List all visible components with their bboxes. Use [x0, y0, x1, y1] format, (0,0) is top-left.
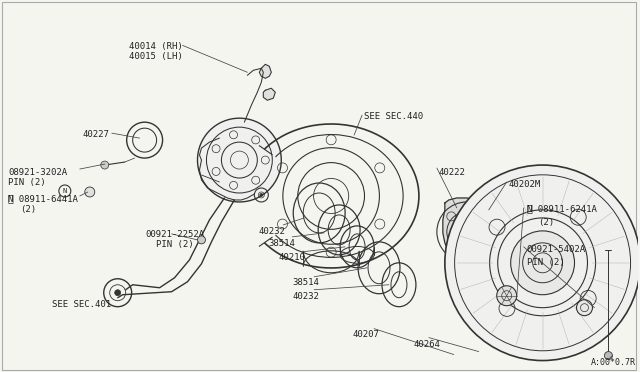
Circle shape	[577, 300, 593, 316]
Circle shape	[84, 187, 95, 197]
Text: 40232: 40232	[292, 292, 319, 301]
Text: A:00*0.7R: A:00*0.7R	[591, 357, 636, 366]
Circle shape	[100, 161, 109, 169]
Text: 40014 (RH): 40014 (RH)	[129, 42, 182, 51]
Polygon shape	[263, 88, 275, 100]
Text: 40015 (LH): 40015 (LH)	[129, 52, 182, 61]
Text: PIN (2): PIN (2)	[527, 258, 564, 267]
Polygon shape	[443, 198, 491, 264]
Circle shape	[115, 290, 121, 296]
Text: 08921-3202A: 08921-3202A	[8, 168, 67, 177]
Text: 40232: 40232	[259, 227, 285, 236]
Text: N 08911-6241A: N 08911-6241A	[527, 205, 596, 214]
Text: 38514: 38514	[292, 278, 319, 287]
Text: 40202M: 40202M	[509, 180, 541, 189]
Circle shape	[511, 231, 575, 295]
Text: (2): (2)	[20, 205, 36, 214]
Text: Ⓝ: Ⓝ	[8, 193, 14, 203]
Text: (2): (2)	[539, 218, 555, 227]
Text: 38514: 38514	[268, 239, 295, 248]
Text: N: N	[63, 188, 67, 194]
Text: 40227: 40227	[83, 130, 109, 139]
Text: PIN (2): PIN (2)	[8, 178, 45, 187]
Polygon shape	[259, 64, 271, 78]
Text: N 08911-6441A: N 08911-6441A	[8, 195, 78, 204]
Text: PIN (2): PIN (2)	[156, 240, 193, 249]
Text: SEE SEC.401: SEE SEC.401	[52, 300, 111, 309]
Circle shape	[260, 193, 263, 196]
Text: Ⓝ: Ⓝ	[527, 203, 532, 213]
Text: 40222: 40222	[439, 168, 466, 177]
Text: 00921-5402A: 00921-5402A	[527, 245, 586, 254]
Circle shape	[462, 227, 472, 237]
Circle shape	[497, 286, 516, 306]
Text: 40207: 40207	[352, 330, 379, 339]
Circle shape	[445, 165, 640, 360]
Text: SEE SEC.440: SEE SEC.440	[364, 112, 423, 121]
Text: 00921-2252A: 00921-2252A	[145, 230, 204, 239]
Circle shape	[198, 118, 281, 202]
Circle shape	[604, 352, 612, 360]
Circle shape	[198, 236, 205, 244]
Text: 40210: 40210	[278, 253, 305, 262]
Text: 40264: 40264	[414, 340, 441, 349]
